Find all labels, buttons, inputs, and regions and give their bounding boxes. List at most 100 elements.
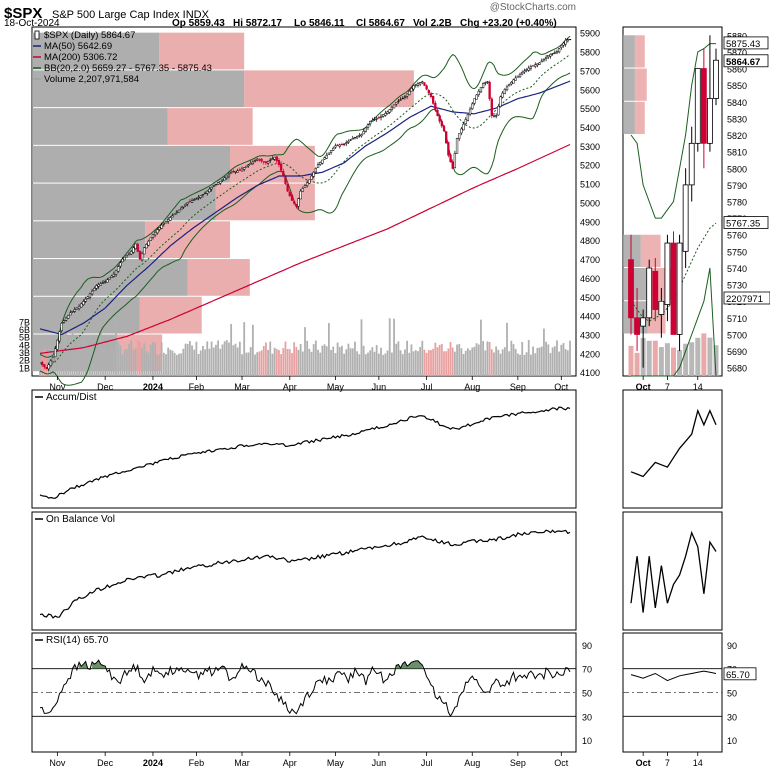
zoom-candle-body: [646, 267, 653, 319]
volume-tag: 2207971: [726, 294, 763, 305]
candle-body: [334, 145, 337, 148]
candle-body: [82, 301, 85, 305]
candle-body: [468, 108, 472, 115]
volume-bar: [43, 348, 46, 376]
candle-body: [403, 96, 407, 98]
candle-body: [503, 89, 506, 95]
volume-bar: [65, 330, 67, 376]
candle-body: [538, 62, 541, 65]
candle-body: [101, 282, 105, 284]
candle-body: [314, 168, 318, 173]
volume-bar: [115, 317, 117, 376]
volume-bar: [323, 344, 326, 376]
candle-body: [479, 87, 483, 93]
volume-bar: [247, 352, 250, 376]
volume-bar: [410, 344, 413, 376]
candle-body: [260, 158, 263, 162]
volume-bar: [473, 346, 476, 376]
candle-body: [544, 56, 548, 59]
volume-bar: [445, 351, 448, 376]
volume-bar: [223, 341, 226, 376]
volume-bar: [408, 352, 411, 376]
volume-bar: [436, 347, 439, 376]
candle-body: [77, 305, 81, 310]
volume-bar: [149, 344, 152, 376]
candle-body: [104, 281, 107, 283]
zoom-volume-bar: [634, 352, 640, 376]
candle-body: [151, 234, 155, 238]
candle-body: [364, 127, 367, 132]
volume-bar: [516, 353, 519, 376]
volume-bar: [414, 350, 417, 376]
volume-bar: [125, 349, 128, 376]
candle-body: [121, 258, 124, 263]
candle-body: [158, 227, 161, 230]
candle-body: [199, 195, 202, 198]
candle-body: [414, 84, 417, 86]
zoom-candle-body: [664, 242, 671, 305]
volume-bar: [417, 351, 419, 376]
price-tick-label: 4700: [580, 255, 600, 265]
candle-body: [477, 90, 480, 96]
candle-body: [106, 279, 109, 283]
volume-bar: [156, 354, 159, 376]
candle-body: [369, 121, 372, 125]
candle-body: [54, 348, 57, 358]
price-tick-label: 4300: [580, 330, 600, 340]
accumdist-line: [39, 406, 571, 499]
volume-bar: [284, 341, 287, 376]
volume-bar: [76, 350, 78, 376]
candle-body: [49, 360, 53, 366]
volume-bar: [341, 345, 343, 376]
volume-bar: [530, 354, 532, 376]
legend-entry: MA(50) 5642.69: [44, 41, 112, 52]
candle-body: [445, 131, 448, 144]
volume-bar: [525, 352, 528, 376]
volume-bar: [497, 349, 500, 376]
chart-date: 18-Oct-2024: [4, 18, 60, 29]
candle-body: [188, 201, 192, 203]
candle-body: [219, 180, 222, 184]
candle-body: [342, 143, 346, 145]
candle-body: [299, 190, 302, 200]
candle-body: [557, 48, 561, 53]
candle-body: [167, 219, 170, 222]
volume-bar: [438, 344, 441, 376]
zoom-price-tick-label: 5840: [727, 98, 747, 108]
candle-body: [169, 217, 172, 221]
candle-body: [190, 200, 194, 203]
candle-body: [540, 60, 543, 63]
zoom-price-tick-label: 5690: [727, 347, 747, 357]
volume-bar: [271, 353, 274, 376]
candle-body: [501, 92, 504, 98]
candle-body: [164, 221, 168, 224]
legend-entry: BB(20,2.0) 5659.27 - 5767.35 - 5875.43: [44, 63, 212, 74]
volume-bar: [536, 347, 539, 376]
month-axis-label: Feb: [189, 382, 205, 392]
volume-bar: [404, 349, 406, 376]
candle-body: [112, 273, 116, 277]
zoom-price-tick-label: 5870: [727, 48, 747, 58]
candle-body: [264, 161, 268, 164]
candle-body: [108, 277, 111, 280]
candle-body: [405, 93, 409, 97]
volume-bar: [456, 344, 458, 376]
candle-body: [325, 155, 328, 159]
volume-bar: [89, 348, 91, 376]
candle-body: [69, 312, 72, 316]
price-tick-label: 5900: [580, 29, 600, 39]
candle-body: [462, 123, 465, 131]
zoom-volume-bar: [658, 347, 664, 376]
volume-bar: [460, 348, 463, 376]
volume-bar: [434, 342, 437, 376]
zoom-vbp-up-bar: [623, 101, 635, 135]
zoom-price-tick-label: 5830: [727, 114, 747, 124]
zoom-candle-body: [713, 59, 719, 99]
zoom-accumdist-line: [630, 408, 717, 478]
zoom-candle-body: [652, 270, 659, 310]
volume-bar: [206, 341, 209, 376]
security-name: S&P 500 Large Cap Index INDX: [52, 9, 210, 21]
volume-bar: [262, 346, 265, 376]
price-tick-label: 5200: [580, 161, 600, 171]
volume-bar: [480, 319, 482, 376]
